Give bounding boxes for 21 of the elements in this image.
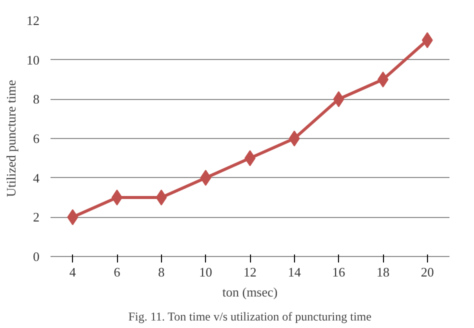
y-tick-label: 6 — [33, 131, 40, 146]
y-tick-label: 2 — [33, 210, 40, 225]
y-tick-label: 8 — [33, 92, 40, 107]
x-axis-title: ton (msec) — [222, 284, 278, 300]
x-tick-label: 14 — [288, 264, 302, 280]
y-tick-label: 10 — [26, 52, 40, 68]
caption: Fig. 11. Ton time v/s utilization of puncturing time — [128, 310, 372, 324]
x-tick-label: 16 — [332, 264, 346, 280]
x-tick-label: 10 — [199, 264, 212, 280]
point — [288, 130, 300, 146]
point — [156, 190, 167, 206]
x-tick-label: 20 — [420, 264, 434, 280]
x-tick-label: 18 — [376, 264, 390, 280]
y-tick-label: 12 — [26, 13, 40, 28]
x-tick-label: 8 — [158, 264, 165, 280]
x-tick-label: 6 — [114, 264, 121, 280]
y-tick-label: 0 — [33, 249, 40, 264]
y-axis-title: Utilized puncture time — [4, 80, 18, 197]
x-tick-label: 12 — [244, 264, 256, 280]
x-tick-label: 4 — [69, 264, 76, 280]
y-tick-label: 4 — [33, 170, 40, 186]
